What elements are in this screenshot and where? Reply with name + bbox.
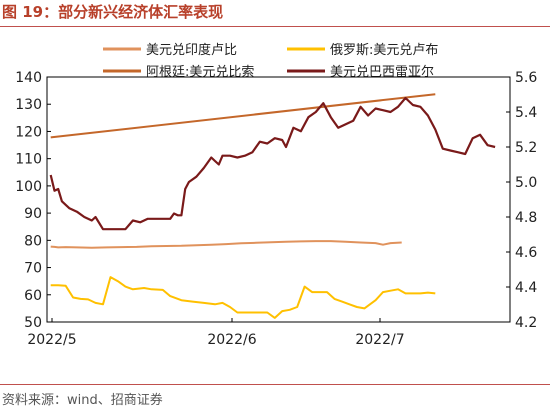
source-note: 资料来源：wind、招商证券 (2, 393, 163, 408)
figure-number: 图 19： (2, 3, 59, 21)
y-left-tick-label: 140 (15, 70, 42, 86)
y-left-tick-label: 50 (24, 315, 42, 331)
figure-title: 图 19：部分新兴经济体汇率表现 (2, 0, 223, 24)
rub-series-line (50, 276, 436, 319)
legend-inr-label: 美元兑印度卢比 (146, 42, 237, 58)
source-rule (0, 384, 550, 385)
brl-series-line (49, 96, 496, 231)
y-left-tick-label: 90 (24, 206, 42, 222)
y-right-tick-label: 5.6 (515, 70, 537, 86)
series-layer (49, 93, 496, 319)
y-right-tick-label: 5.0 (515, 175, 537, 191)
legend-brl: 美元兑巴西雷亚尔 (287, 65, 434, 80)
legend-ars: 阿根廷:美元兑比索 (103, 65, 254, 80)
y-left-tick-label: 100 (15, 179, 42, 195)
legend-rub-label: 俄罗斯:美元兑卢布 (330, 42, 438, 58)
axes: 50 60 70 80 90 100 110 120 130 140 4.2 4.4 4.6 4.8 5.0… (15, 70, 537, 348)
legend-rub: 俄罗斯:美元兑卢布 (287, 42, 438, 58)
x-tick-label: 2022/6 (207, 332, 256, 348)
legend-brl-label: 美元兑巴西雷亚尔 (330, 65, 434, 80)
x-tick-label: 2022/7 (355, 332, 404, 348)
y-right-tick-label: 5.4 (515, 105, 537, 121)
legend-inr: 美元兑印度卢比 (103, 42, 237, 58)
plot-frame (46, 76, 511, 323)
y-right-tick-label: 5.2 (515, 140, 537, 156)
title-rule (0, 26, 550, 27)
y-left-tick-label: 70 (24, 261, 42, 277)
y-left-tick-label: 80 (24, 233, 42, 249)
inr-series-line (50, 240, 402, 249)
y-right-tick-label: 4.2 (515, 315, 537, 331)
ars-series-line (50, 93, 436, 139)
x-tick-label: 2022/5 (27, 332, 76, 348)
y-right-tick-label: 4.4 (515, 280, 537, 296)
y-left-tick-label: 120 (15, 124, 42, 140)
y-left-tick-label: 110 (15, 152, 42, 168)
y-left-tick-label: 60 (24, 288, 42, 304)
legend-ars-label: 阿根廷:美元兑比索 (146, 65, 254, 80)
y-right-tick-label: 4.8 (515, 210, 537, 226)
y-right-tick-label: 4.6 (515, 245, 537, 261)
y-left-tick-label: 130 (15, 97, 42, 113)
figure-title-text: 部分新兴经济体汇率表现 (58, 3, 224, 21)
